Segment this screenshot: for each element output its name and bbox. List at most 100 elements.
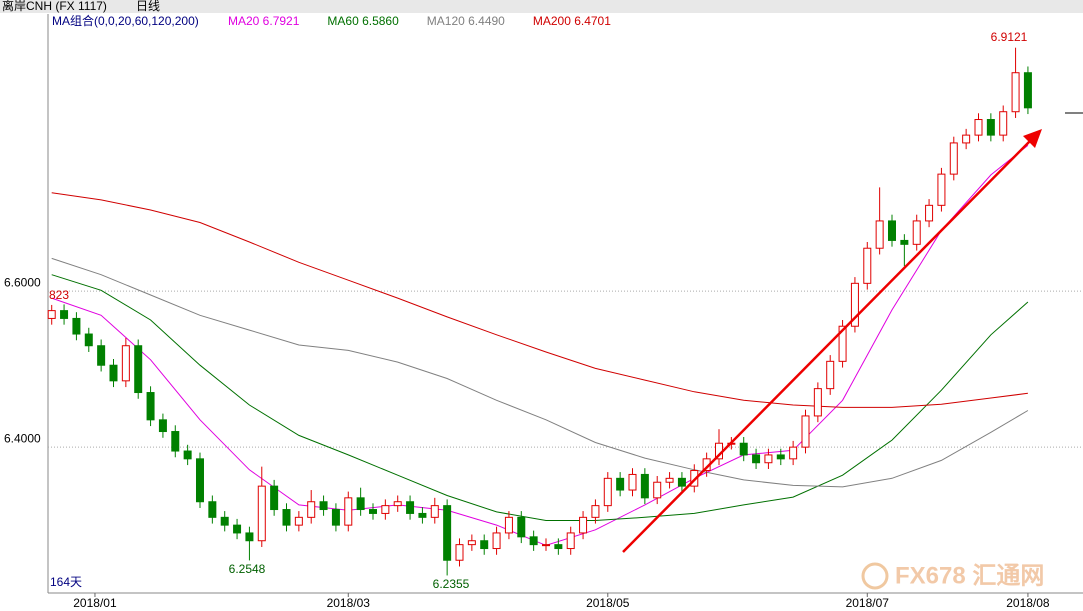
candle-body <box>986 119 995 136</box>
candle-body <box>381 505 390 514</box>
candle-body <box>962 134 971 144</box>
candle-body <box>208 501 217 518</box>
candle-body <box>925 204 934 222</box>
ma-line <box>51 274 1029 521</box>
y-tick-label: 6.4000 <box>4 431 41 445</box>
candle-body <box>541 544 550 547</box>
candle-body <box>171 431 180 452</box>
candle-body <box>134 345 143 394</box>
candle-body <box>368 509 377 514</box>
candle-body <box>282 509 291 526</box>
candle-body <box>430 505 439 518</box>
candle-body <box>60 310 69 319</box>
candle-body <box>294 516 303 526</box>
candle-body <box>220 516 229 526</box>
candle-body <box>529 536 538 546</box>
legend-item: MA120 6.4490 <box>427 14 505 28</box>
legend-item: MA20 6.7921 <box>228 14 300 28</box>
chart-title: 离岸CNH (FX 1117) <box>2 0 107 13</box>
candle-body <box>158 419 167 433</box>
legend-title[interactable]: MA组合(0,0,20,60,120,200) <box>52 13 199 28</box>
candle-body <box>677 477 686 487</box>
candle-body <box>640 473 649 499</box>
candle-body <box>319 501 328 511</box>
candle-body <box>838 325 847 362</box>
ma-line <box>51 257 1029 488</box>
candle-body <box>121 345 130 382</box>
candle-body <box>492 532 501 550</box>
start-label: 823 <box>49 288 69 302</box>
candle-body <box>257 485 266 542</box>
candle-body <box>233 524 242 534</box>
candle-body <box>467 540 476 546</box>
candle-body <box>603 477 612 507</box>
x-tick-label: 2018/07 <box>846 596 890 610</box>
candle-body <box>813 388 822 417</box>
candle-body <box>949 142 958 175</box>
legend-item: MA60 6.5860 <box>327 14 399 28</box>
candle-body <box>801 415 810 448</box>
candle-body <box>900 239 909 245</box>
candle-body <box>764 454 773 464</box>
candle-body <box>554 544 563 550</box>
candle-body <box>344 497 353 526</box>
candle-body <box>863 247 872 284</box>
trend-arrow <box>622 140 1031 553</box>
candle-body <box>307 501 316 518</box>
candle-body <box>999 111 1008 136</box>
candle-body <box>443 505 452 561</box>
days-label: 164天 <box>50 575 82 589</box>
candle-body <box>406 501 415 514</box>
candle-body <box>356 497 365 511</box>
candle-body <box>937 173 946 206</box>
candle-body <box>331 509 340 526</box>
period[interactable]: 日线 <box>136 0 160 13</box>
candle-body <box>109 364 118 382</box>
ma-line <box>51 192 1028 408</box>
candle-body <box>875 220 884 249</box>
candle-body <box>776 454 785 460</box>
candle-body <box>974 119 983 136</box>
candle-body <box>887 220 896 241</box>
candle-body <box>270 485 279 511</box>
candle-body <box>665 477 674 483</box>
candle-body <box>566 532 575 550</box>
candle-body <box>616 477 625 491</box>
plot-area: 6.6000 6.4000 2018/01 2018/03 2018/05 2018/07… <box>4 47 1083 610</box>
x-tick-label: 2018/01 <box>73 596 117 610</box>
low-label: 6.2548 <box>229 562 266 576</box>
candle-body <box>628 473 637 491</box>
candle-body <box>752 454 761 464</box>
candle-body <box>826 360 835 390</box>
high-label: 6.9121 <box>991 30 1028 44</box>
x-tick-label: 2018/05 <box>586 596 630 610</box>
candle-body <box>653 481 662 499</box>
title-bar <box>0 0 1083 13</box>
watermark-logo <box>861 562 889 590</box>
x-tick-label: 2018/03 <box>327 596 371 610</box>
candle-body <box>480 540 489 550</box>
x-tick-label: 2018/08 <box>1006 596 1050 610</box>
candle-body <box>850 282 859 327</box>
candle-body <box>195 458 204 503</box>
watermark: FX678 汇通网 <box>895 562 1044 589</box>
candle-body <box>579 516 588 534</box>
legend-item: MA200 6.4701 <box>533 14 611 28</box>
candle-body <box>912 220 921 245</box>
candle-body <box>1011 72 1020 113</box>
candle-body <box>183 450 192 460</box>
candle-body <box>504 516 513 534</box>
candle-body <box>245 532 254 542</box>
candle-body <box>72 317 81 335</box>
candle-body <box>47 310 56 319</box>
candle-body <box>789 446 798 460</box>
candle-body <box>97 345 106 366</box>
candle-body <box>1023 72 1032 109</box>
candle-body <box>739 442 748 456</box>
candle-body <box>591 505 600 518</box>
candle-body <box>517 516 526 538</box>
y-tick-label: 6.6000 <box>4 275 41 289</box>
candle-body <box>393 501 402 507</box>
candle-body <box>146 392 155 421</box>
